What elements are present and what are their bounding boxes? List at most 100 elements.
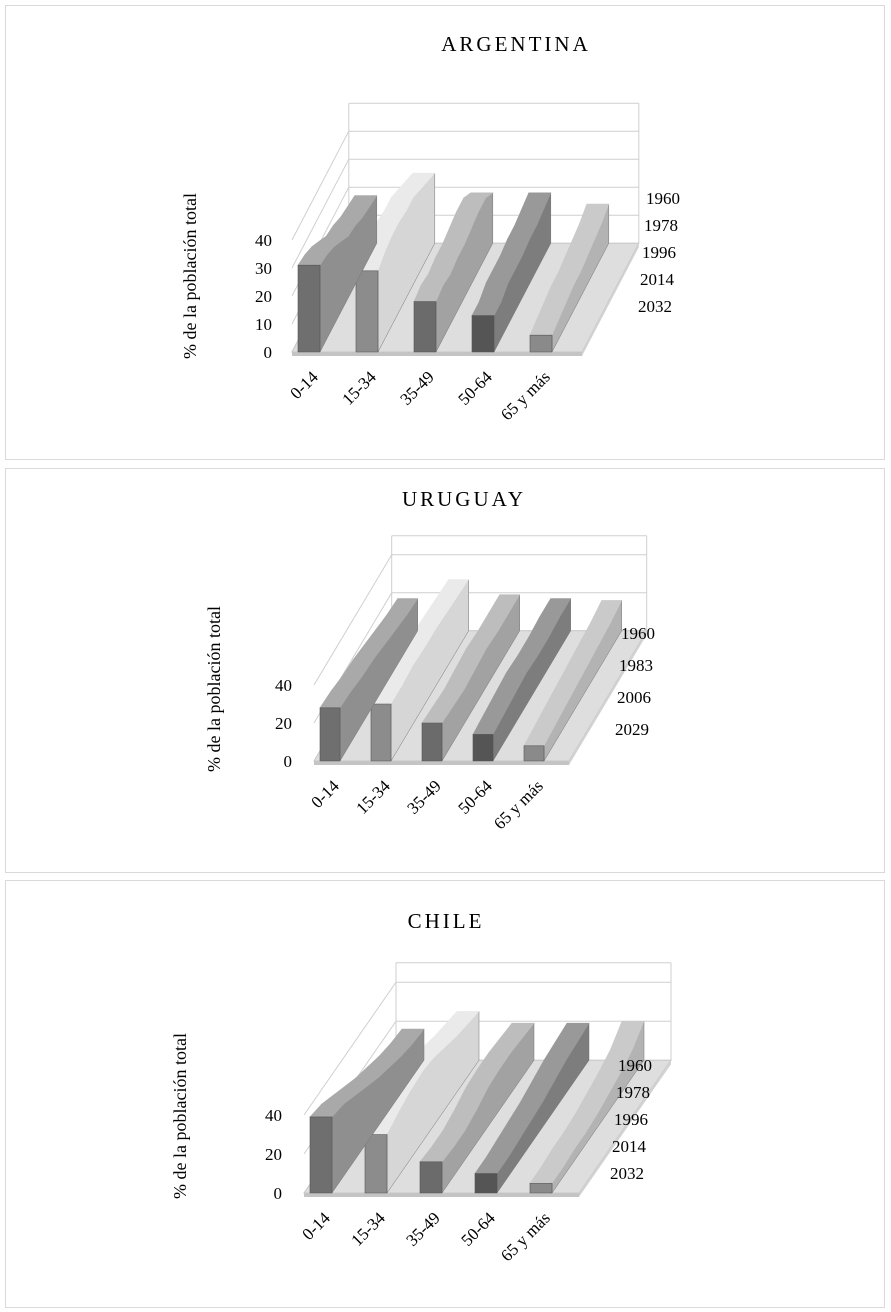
category-label: 35-49 (403, 776, 444, 817)
floor-side (582, 243, 639, 356)
ribbon-top (405, 172, 436, 182)
floor-edge (304, 1193, 579, 1197)
ribbon-front (472, 734, 494, 762)
category-label: 50-64 (457, 1208, 499, 1250)
ribbon-top (521, 192, 552, 210)
ribbon-front (370, 703, 392, 762)
ribbon-front (523, 745, 545, 762)
ribbon-front (364, 1134, 388, 1194)
year-label: 1983 (619, 656, 653, 675)
series-ribbon-65 y más (523, 600, 623, 762)
ribbon-front (471, 315, 495, 353)
ribbon-front (319, 707, 341, 762)
ribbon-front (413, 301, 437, 353)
series-ribbon-35-49 (419, 1022, 535, 1194)
year-label: 2032 (638, 297, 672, 316)
ribbon-top (499, 1022, 535, 1039)
y-tick-label: 10 (255, 315, 272, 334)
year-label: 1996 (614, 1110, 648, 1129)
series-ribbon-50-64 (474, 1022, 590, 1194)
chart-title: URUGUAY (402, 487, 526, 511)
ribbon-front (421, 722, 443, 762)
ribbon-top (347, 195, 378, 207)
ribbon-top (610, 1020, 645, 1050)
ribbon-front (355, 270, 379, 353)
ribbon-top (579, 203, 610, 224)
y-tick-label: 0 (284, 752, 293, 771)
category-label: 0-14 (298, 1208, 334, 1244)
series-ribbon-0-14 (319, 597, 419, 762)
series-ribbon-65 y más (529, 203, 610, 353)
y-tick-label: 20 (265, 1145, 282, 1164)
ribbon-front (309, 1116, 333, 1194)
year-label: 1960 (618, 1056, 652, 1075)
ribbon-top (554, 1022, 590, 1042)
year-label: 2029 (615, 720, 649, 739)
ribbon-top (386, 598, 419, 616)
y-tick-label: 40 (275, 676, 292, 695)
year-label: 2014 (640, 270, 675, 289)
series-ribbon-50-64 (471, 192, 552, 353)
ribbon-top (389, 1028, 425, 1044)
series-ribbon-35-49 (413, 192, 494, 353)
ribbon-top (462, 192, 494, 199)
chart-title: ARGENTINA (441, 32, 590, 56)
category-label: 35-49 (402, 1208, 443, 1249)
year-label: 1978 (616, 1083, 650, 1102)
ribbon-front (419, 1161, 443, 1194)
chart-chile: CHILE 0 20 40 % de la población total 0-14 15-… (170, 909, 672, 1265)
category-label: 0-14 (286, 367, 322, 403)
year-label: 2032 (610, 1164, 644, 1183)
series-ribbon-65 y más (529, 1020, 645, 1194)
y-axis-label: % de la población total (170, 1033, 190, 1199)
year-label: 1960 (621, 624, 655, 643)
year-label: 1996 (642, 243, 676, 262)
y-tick-label: 40 (255, 231, 272, 250)
category-label: 15-34 (347, 1208, 389, 1250)
series-ribbon-0-14 (297, 194, 378, 353)
floor-edge (292, 352, 582, 356)
year-label: 1960 (646, 189, 680, 208)
chart-panel-uruguay: URUGUAY 0 20 40% de la población total 0-14 1… (5, 468, 885, 873)
category-label: 0-14 (307, 776, 343, 812)
floor-side (579, 1060, 671, 1197)
y-tick-label: 30 (255, 259, 272, 278)
ribbon-top (437, 579, 470, 597)
ribbon-front (297, 264, 321, 353)
ribbon-top (488, 594, 521, 614)
ribbon-top (539, 598, 572, 618)
chart-title: CHILE (408, 909, 485, 933)
series-ribbon-35-49 (421, 593, 521, 762)
chart-panel-argentina: ARGENTINA 0 10 20 30 40 % de la población tota… (5, 5, 885, 460)
ribbon-front (474, 1173, 498, 1194)
category-label: 65 y más (497, 367, 554, 424)
category-label: 35-49 (396, 367, 437, 408)
category-label: 15-34 (352, 776, 394, 818)
category-label: 65 y más (497, 1208, 554, 1265)
year-label: 2006 (617, 688, 651, 707)
floor-side (569, 630, 647, 765)
y-axis-label: % de la población total (204, 606, 224, 772)
category-label: 65 y más (490, 776, 547, 833)
y-tick-label: 40 (265, 1106, 282, 1125)
y-tick-label: 20 (275, 714, 292, 733)
year-label: 2014 (612, 1137, 647, 1156)
category-label: 15-34 (338, 367, 380, 409)
series-ribbon-15-34 (370, 578, 470, 762)
floor-edge (314, 761, 569, 765)
category-label: 50-64 (454, 776, 496, 818)
ribbon-front (529, 1182, 553, 1194)
y-tick-label: 20 (255, 287, 272, 306)
chart-argentina: ARGENTINA 0 10 20 30 40 % de la población tota… (180, 32, 680, 424)
ribbon-front (529, 334, 553, 353)
series-ribbon-0-14 (309, 1028, 425, 1194)
y-axis-label: % de la población total (180, 193, 200, 359)
series-ribbon-50-64 (472, 597, 572, 762)
year-label: 1978 (644, 216, 678, 235)
ribbon-top (444, 1011, 480, 1025)
ribbon-top (590, 600, 623, 624)
chart-panel-chile: CHILE 0 20 40 % de la población total 0-14 15-… (5, 880, 885, 1308)
y-tick-label: 0 (274, 1184, 283, 1203)
category-label: 50-64 (454, 367, 496, 409)
